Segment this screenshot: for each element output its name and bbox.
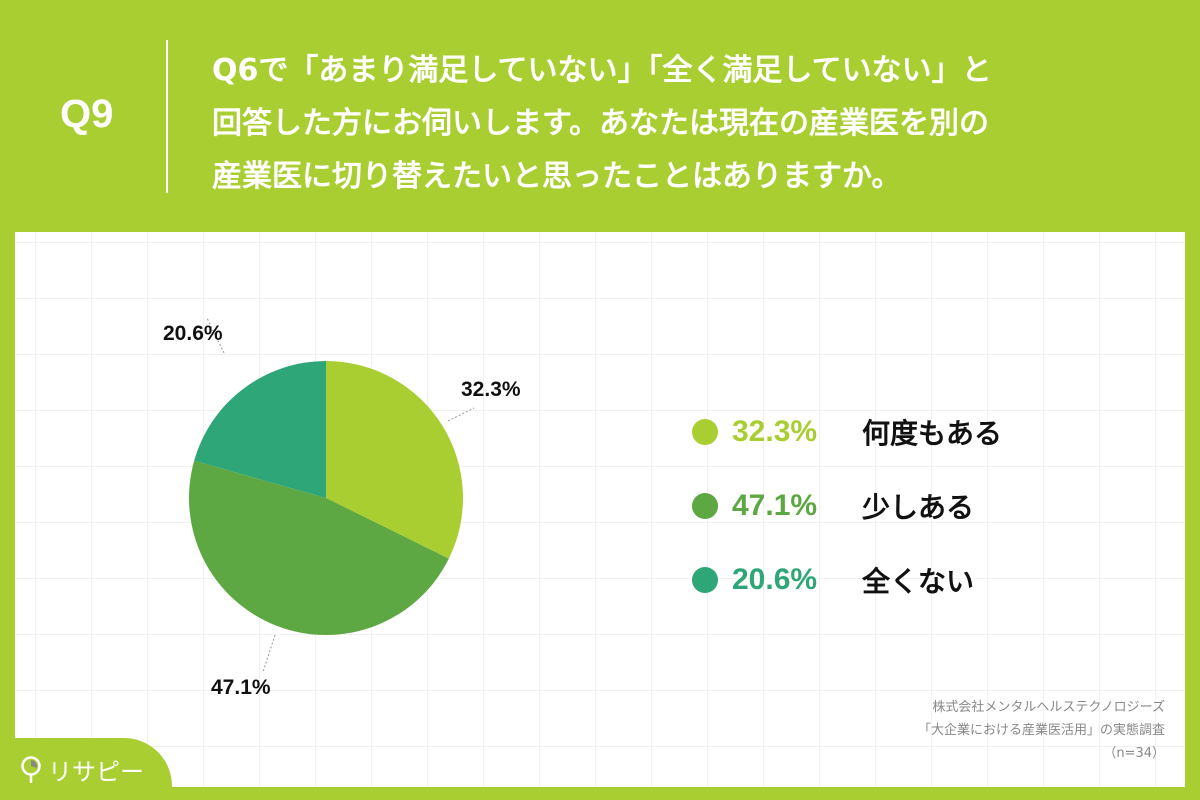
data-label: 47.1%: [211, 676, 271, 699]
legend-percent: 47.1%: [732, 489, 818, 522]
legend-label: 少しある: [862, 491, 975, 524]
legend-dot-icon: [692, 419, 718, 445]
leader-line: [262, 634, 276, 673]
pie-slice: [326, 361, 463, 559]
question-number: Q9: [60, 92, 114, 136]
question-line: 産業医に切り替えたいと思ったことはありますか。: [212, 159, 902, 194]
pin-icon: [21, 755, 41, 783]
question-text: Q6で「あまり満足していない」「全く満足していない」と 回答した方にお伺いします…: [212, 44, 1172, 203]
pie-slice: [194, 361, 326, 498]
brand-name: リサピー: [48, 758, 144, 786]
pie-chart: [189, 317, 475, 673]
source-note: 株式会社メンタルヘルステクノロジーズ 「大企業における産業医活用」の実態調査 （…: [918, 696, 1165, 765]
legend-percent: 32.3%: [732, 415, 818, 448]
legend-label: 全くない: [862, 565, 975, 598]
data-label: 32.3%: [461, 378, 521, 401]
legend-dot-icon: [692, 567, 718, 593]
legend-dot-icon: [692, 493, 718, 519]
source-n: （n=34）: [1103, 746, 1165, 761]
source-survey: 「大企業における産業医活用」の実態調査: [917, 723, 1165, 738]
header-divider: [166, 40, 168, 193]
legend-item: 20.6% 全くない: [692, 560, 974, 600]
legend-item: 32.3% 何度もある: [692, 412, 1002, 452]
leader-line: [206, 317, 225, 354]
pie-slice: [189, 460, 449, 635]
logo-tab: [0, 738, 172, 800]
chart-panel: 32.3% 47.1% 20.6% 32.3% 何度もある 47.1% 少しある…: [15, 232, 1185, 787]
legend-item: 47.1% 少しある: [692, 486, 974, 526]
legend-label: 何度もある: [862, 417, 1003, 450]
question-line: Q6で「あまり満足していない」「全く満足していない」と: [212, 53, 992, 88]
brand-logo: リサピー: [20, 752, 144, 787]
header: Q9 Q6で「あまり満足していない」「全く満足していない」と 回答した方にお伺い…: [0, 0, 1200, 232]
legend-percent: 20.6%: [732, 563, 818, 596]
question-line: 回答した方にお伺いします。あなたは現在の産業医を別の: [212, 106, 989, 141]
leader-line: [447, 407, 475, 422]
data-label: 20.6%: [163, 322, 223, 345]
source-company: 株式会社メンタルヘルステクノロジーズ: [932, 700, 1165, 715]
